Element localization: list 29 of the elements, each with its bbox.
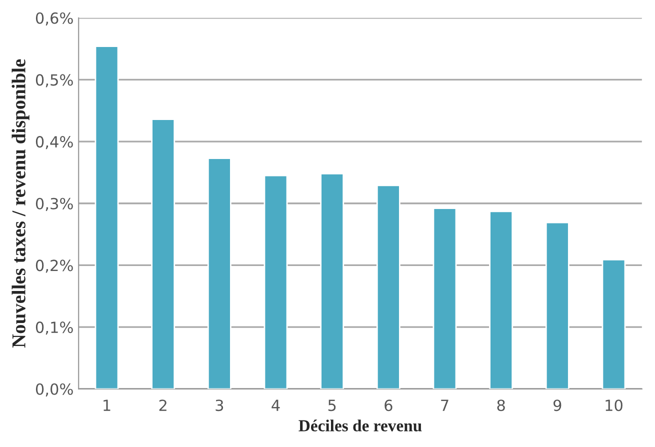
x-tick-label: 3 bbox=[216, 400, 224, 412]
y-tick-label: 0,1% bbox=[36, 322, 73, 335]
x-tick-label: 7 bbox=[441, 400, 448, 411]
x-tick-label: 9 bbox=[554, 400, 562, 412]
y-tick-label: 0,2% bbox=[36, 260, 73, 273]
y-tick-label: 0,3% bbox=[36, 198, 73, 211]
bar bbox=[94, 46, 119, 389]
x-tick-label: 8 bbox=[497, 400, 505, 412]
y-axis-title: Nouvelles taxes / revenu disponible bbox=[12, 59, 30, 348]
bar bbox=[264, 174, 288, 389]
x-tick-label: 2 bbox=[159, 400, 166, 411]
x-tick-label: 6 bbox=[384, 400, 392, 412]
x-tick-label: 1 bbox=[104, 400, 110, 411]
bar bbox=[545, 222, 570, 389]
x-tick-label: 5 bbox=[328, 400, 336, 412]
bar bbox=[432, 208, 457, 389]
x-axis-title: Déciles de revenu bbox=[298, 420, 422, 432]
y-tick-label: 0,6% bbox=[36, 12, 73, 26]
bar bbox=[489, 210, 514, 389]
bar bbox=[602, 258, 626, 389]
bar bbox=[320, 173, 344, 389]
y-tick-label: 0,4% bbox=[36, 136, 73, 150]
bar bbox=[151, 118, 176, 389]
y-tick-label: 0,0% bbox=[36, 383, 73, 396]
x-tick-label: 10 bbox=[606, 400, 622, 412]
x-tick-label: 4 bbox=[272, 400, 280, 411]
bar bbox=[207, 158, 232, 389]
bar bbox=[376, 184, 400, 389]
y-tick-label: 0,5% bbox=[36, 74, 73, 88]
